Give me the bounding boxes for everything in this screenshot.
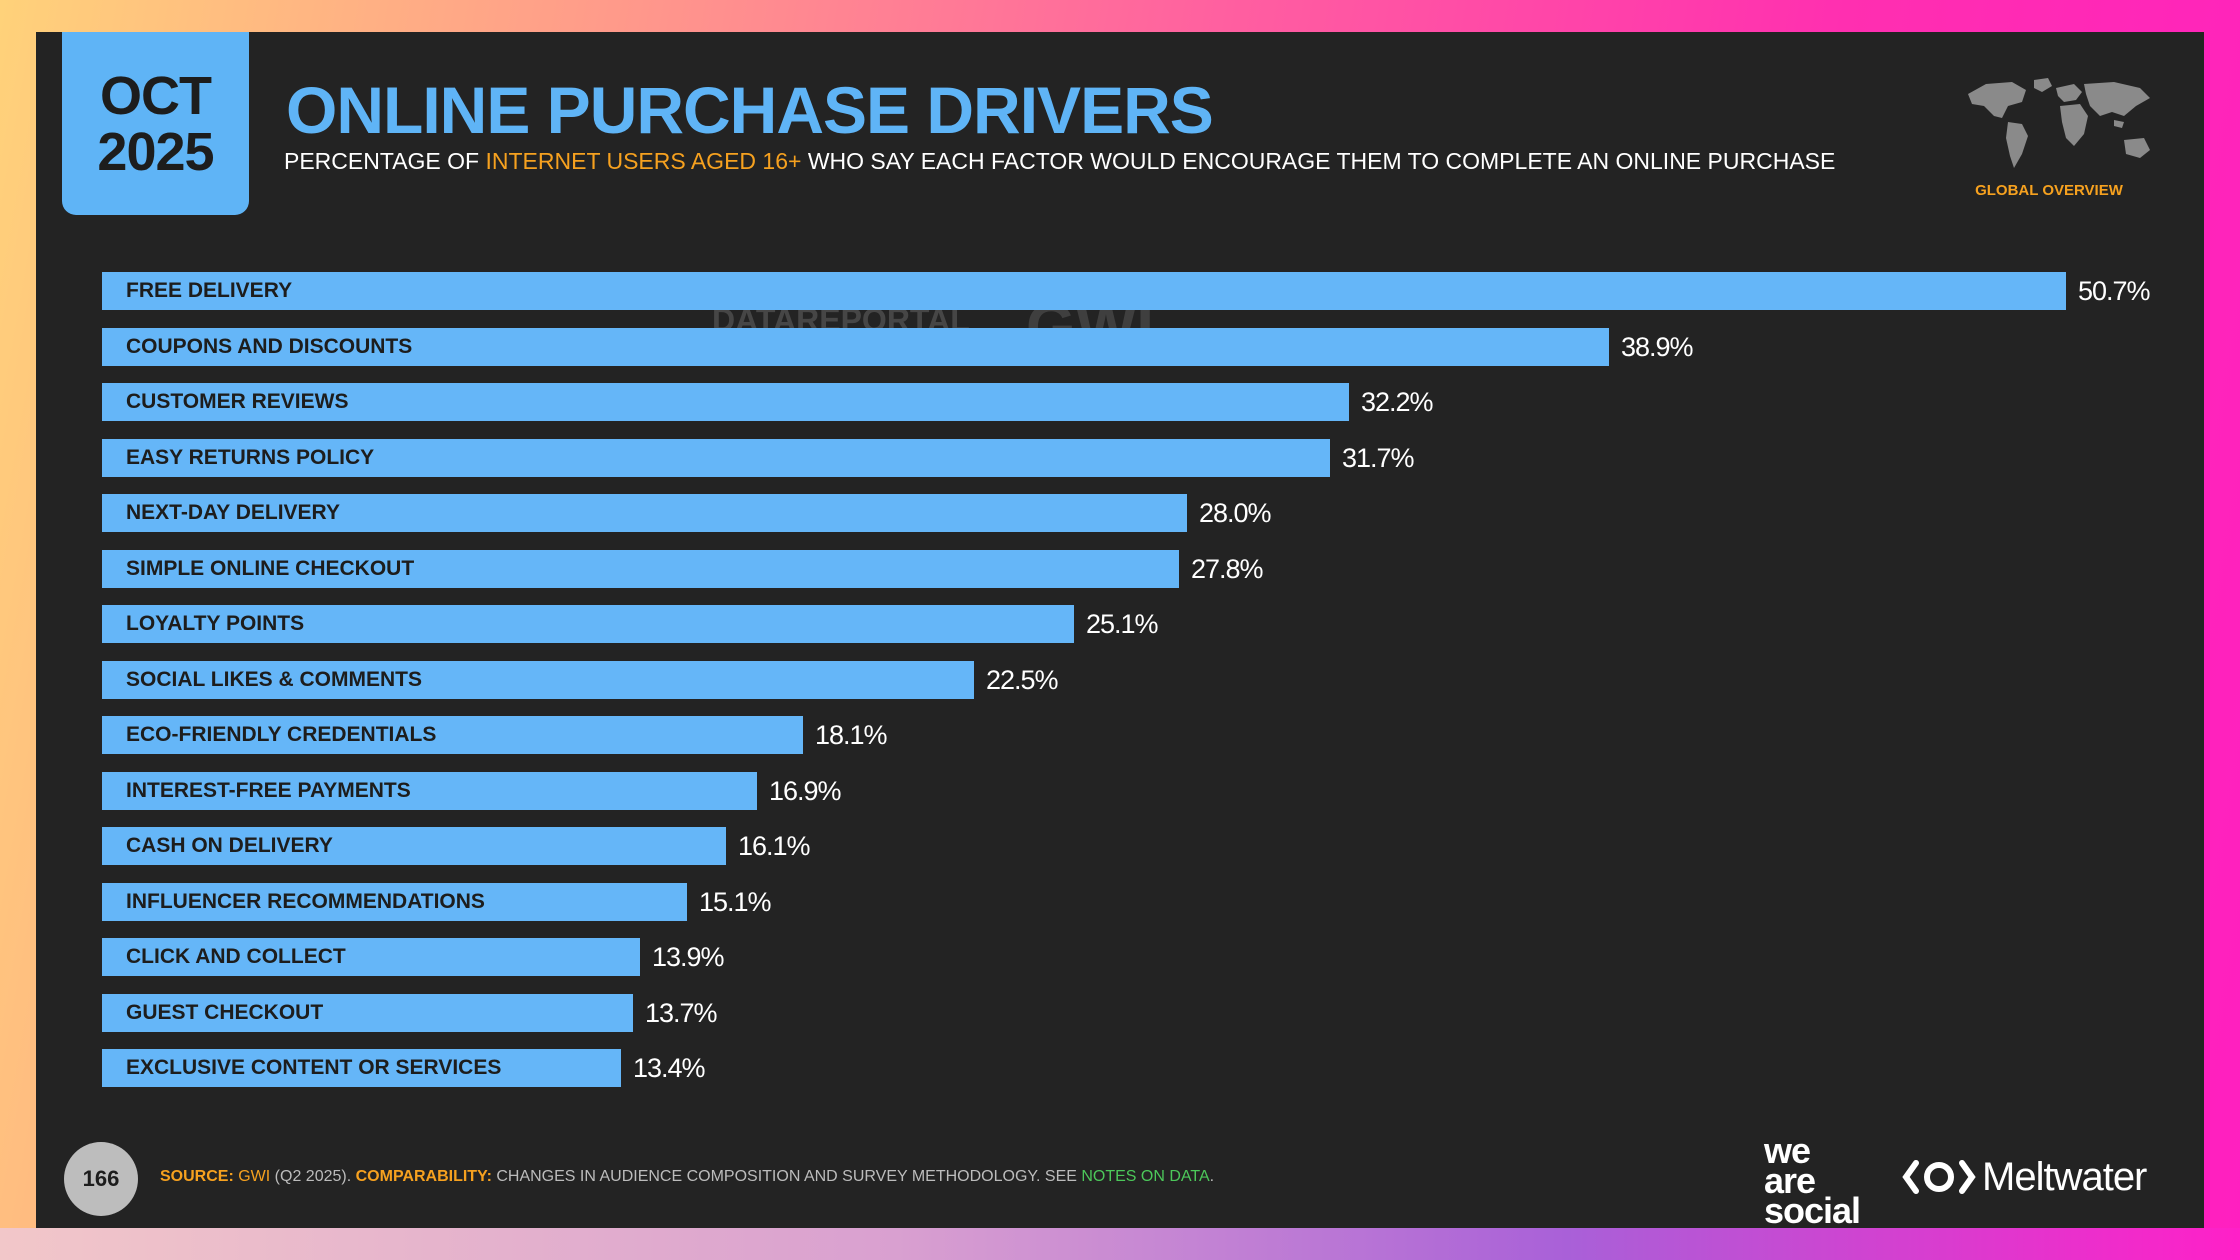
bar [102,383,1349,421]
bar [102,605,1074,643]
bar-row: GUEST CHECKOUT 13.7% [102,994,723,1032]
bar-label: CASH ON DELIVERY [126,834,333,857]
bar-row: NEXT-DAY DELIVERY 28.0% [102,494,1277,532]
badge-year: 2025 [97,121,214,182]
meltwater-name: Meltwater [1982,1154,2147,1199]
bar-row: SIMPLE ONLINE CHECKOUT 27.8% [102,550,1269,588]
bar-row: SOCIAL LIKES & COMMENTS 22.5% [102,661,1064,699]
bar-row: EXCLUSIVE CONTENT OR SERVICES 13.4% [102,1049,711,1087]
bar-value-label: 22.5% [986,665,1059,695]
bar-label: INFLUENCER RECOMMENDATIONS [126,890,485,913]
we-are-social-logo: we are social [1764,1130,1861,1231]
bar-value-label: 32.2% [1361,387,1434,417]
bar-label: CLICK AND COLLECT [126,945,346,968]
bar [102,328,1609,366]
bar-row: INTEREST-FREE PAYMENTS 16.9% [102,772,847,810]
comparability-label: COMPARABILITY: [355,1168,492,1185]
bar-label: NEXT-DAY DELIVERY [126,501,340,524]
subtitle-pre: PERCENTAGE OF [284,148,486,174]
bar-value-label: 13.7% [645,998,718,1028]
source-note: SOURCE: GWI (Q2 2025). COMPARABILITY: CH… [160,1168,1214,1186]
bar-label: EASY RETURNS POLICY [126,446,375,469]
bar-row: LOYALTY POINTS 25.1% [102,605,1164,643]
bar-label: GUEST CHECKOUT [126,1001,324,1024]
region-label: GLOBAL OVERVIEW [1975,182,2123,199]
bar-label: EXCLUSIVE CONTENT OR SERVICES [126,1056,502,1079]
bar-value-label: 50.7% [2078,276,2151,306]
bar-label: CUSTOMER REVIEWS [126,390,349,413]
bar-row: FREE DELIVERY 50.7% [102,272,2156,310]
bar [102,827,726,865]
bar-label: FREE DELIVERY [126,279,293,302]
brand-line-1: we [1764,1130,1811,1171]
meltwater-logo-icon [1902,1160,1976,1194]
meltwater-logo: Meltwater [1902,1154,2147,1200]
bar [102,938,640,976]
bar-row: CASH ON DELIVERY 16.1% [102,827,816,865]
bar-value-label: 15.1% [699,887,772,917]
bar-value-label: 16.1% [738,831,811,861]
bar-label: COUPONS AND DISCOUNTS [126,335,413,358]
bar-value-label: 18.1% [815,720,888,750]
bar-label: ECO-FRIENDLY CREDENTIALS [126,723,437,746]
source-label: SOURCE: [160,1168,234,1185]
world-map-icon [1968,78,2150,168]
bar-value-label: 13.9% [652,942,725,972]
source-period: (Q2 2025). [270,1168,356,1185]
bar-value-label: 27.8% [1191,554,1264,584]
bar-value-label: 25.1% [1086,609,1159,639]
bar-label: LOYALTY POINTS [126,612,305,635]
bar-chart: FREE DELIVERY 50.7% COUPONS AND DISCOUNTS 3… [102,272,2162,1132]
bar-row: INFLUENCER RECOMMENDATIONS 15.1% [102,883,777,921]
bar-label: SIMPLE ONLINE CHECKOUT [126,557,415,580]
bar-label: SOCIAL LIKES & COMMENTS [126,668,422,691]
subtitle-post: WHO SAY EACH FACTOR WOULD ENCOURAGE THEM… [801,148,1836,174]
notes-link[interactable]: NOTES ON DATA [1081,1168,1210,1185]
bar [102,550,1179,588]
bar [102,272,2066,310]
frame-gradient-bottom [0,1228,2240,1260]
brand-line-3: social [1764,1190,1861,1231]
bar-value-label: 13.4% [633,1053,706,1083]
bar-label: INTEREST-FREE PAYMENTS [126,779,411,802]
bar-row: CLICK AND COLLECT 13.9% [102,938,730,976]
comparability-text: CHANGES IN AUDIENCE COMPOSITION AND SURV… [491,1168,1082,1185]
bar [102,883,687,921]
bar-value-label: 16.9% [769,776,842,806]
brand-line-2: are [1764,1160,1816,1201]
page-subtitle: PERCENTAGE OF INTERNET USERS AGED 16+ WH… [284,148,1835,175]
badge-month: OCT [100,65,212,126]
bar [102,1049,621,1087]
source-org: GWI [238,1168,271,1185]
bar-value-label: 38.9% [1621,332,1694,362]
date-badge: OCT 2025 [62,32,249,215]
page-number: 166 [64,1142,138,1216]
bar-row: ECO-FRIENDLY CREDENTIALS 18.1% [102,716,893,754]
page-title: ONLINE PURCHASE DRIVERS [286,73,1214,147]
bar-row: COUPONS AND DISCOUNTS 38.9% [102,328,1699,366]
notes-end: . [1209,1168,1215,1185]
bar-value-label: 28.0% [1199,498,1272,528]
bar [102,439,1330,477]
bar [102,772,757,810]
bar [102,716,803,754]
bar-row: EASY RETURNS POLICY 31.7% [102,439,1420,477]
bar [102,994,633,1032]
subtitle-highlight: INTERNET USERS AGED 16+ [485,148,802,174]
bar-value-label: 31.7% [1342,443,1415,473]
bar-row: CUSTOMER REVIEWS 32.2% [102,383,1439,421]
bar [102,661,974,699]
slide: OCT 2025 ONLINE PURCHASE DRIVERS PERCENT… [36,32,2204,1231]
bar [102,494,1187,532]
